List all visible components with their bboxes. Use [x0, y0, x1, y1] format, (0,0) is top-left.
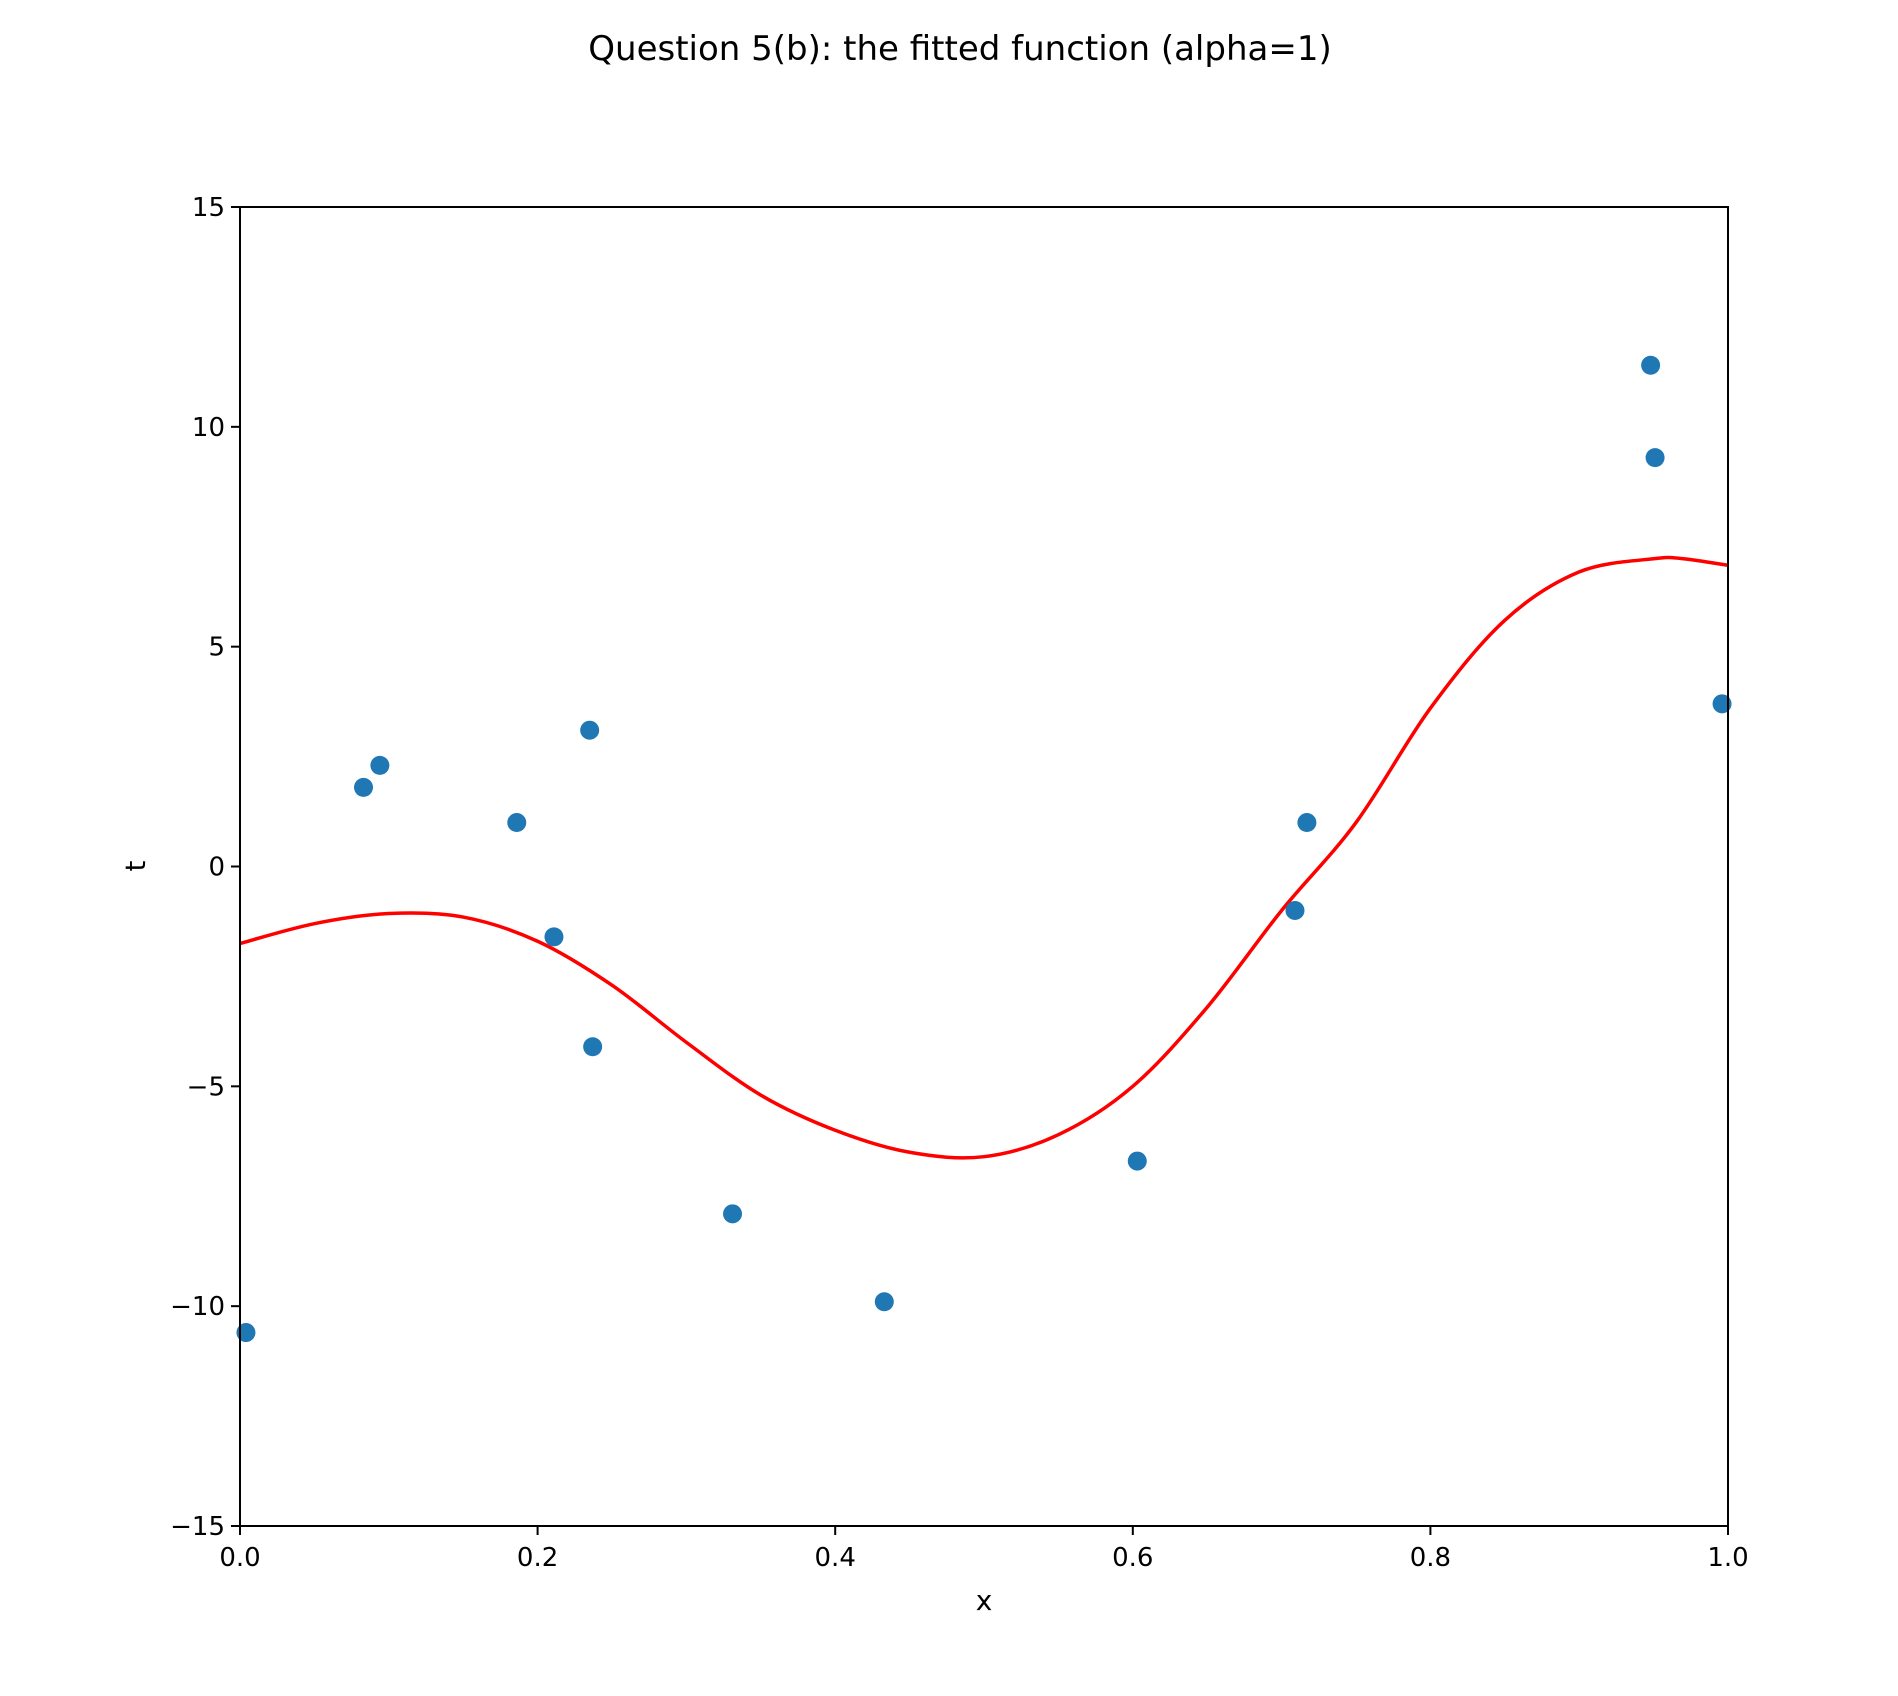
y-tick-label: −15: [170, 1512, 225, 1542]
y-tick-label: −5: [187, 1072, 225, 1102]
data-point: [1641, 355, 1661, 375]
y-tick-label: 15: [192, 193, 225, 223]
data-point: [507, 813, 527, 833]
x-tick-label: 0.8: [1410, 1543, 1451, 1573]
y-tick-label: 10: [192, 413, 225, 443]
y-tick-label: −10: [170, 1292, 225, 1322]
data-point: [723, 1204, 743, 1224]
plot-frame: [239, 206, 1729, 1527]
data-point: [1712, 694, 1732, 714]
y-tick-label: 5: [208, 633, 225, 663]
data-point: [583, 1037, 603, 1057]
data-point: [354, 777, 374, 797]
x-axis-ticks: 0.0 0.2 0.4 0.6 0.8 1.0: [219, 1526, 1749, 1573]
x-tick-label: 1.0: [1707, 1543, 1748, 1573]
x-tick-label: 0.0: [219, 1543, 260, 1573]
data-point: [1285, 900, 1305, 920]
x-tick-label: 0.4: [815, 1543, 856, 1573]
fitted-function-line: [240, 555, 1728, 1160]
data-point: [580, 720, 600, 740]
x-axis-label: x: [976, 1584, 993, 1617]
x-tick-label: 0.2: [517, 1543, 558, 1573]
y-tick-label: 0: [208, 853, 225, 883]
y-axis-label: t: [119, 860, 152, 871]
plot-area: [236, 355, 1732, 1343]
x-tick-label: 0.6: [1112, 1543, 1153, 1573]
data-point: [370, 755, 390, 775]
chart-title: Question 5(b): the fitted function (alph…: [588, 29, 1331, 69]
data-point: [1297, 813, 1317, 833]
data-point: [236, 1323, 256, 1343]
data-point: [1645, 448, 1665, 468]
data-point: [544, 927, 564, 947]
data-point: [1127, 1151, 1147, 1171]
data-point: [874, 1292, 894, 1312]
y-axis-ticks: 15 10 5 0 −5 −10 −15: [170, 193, 240, 1542]
